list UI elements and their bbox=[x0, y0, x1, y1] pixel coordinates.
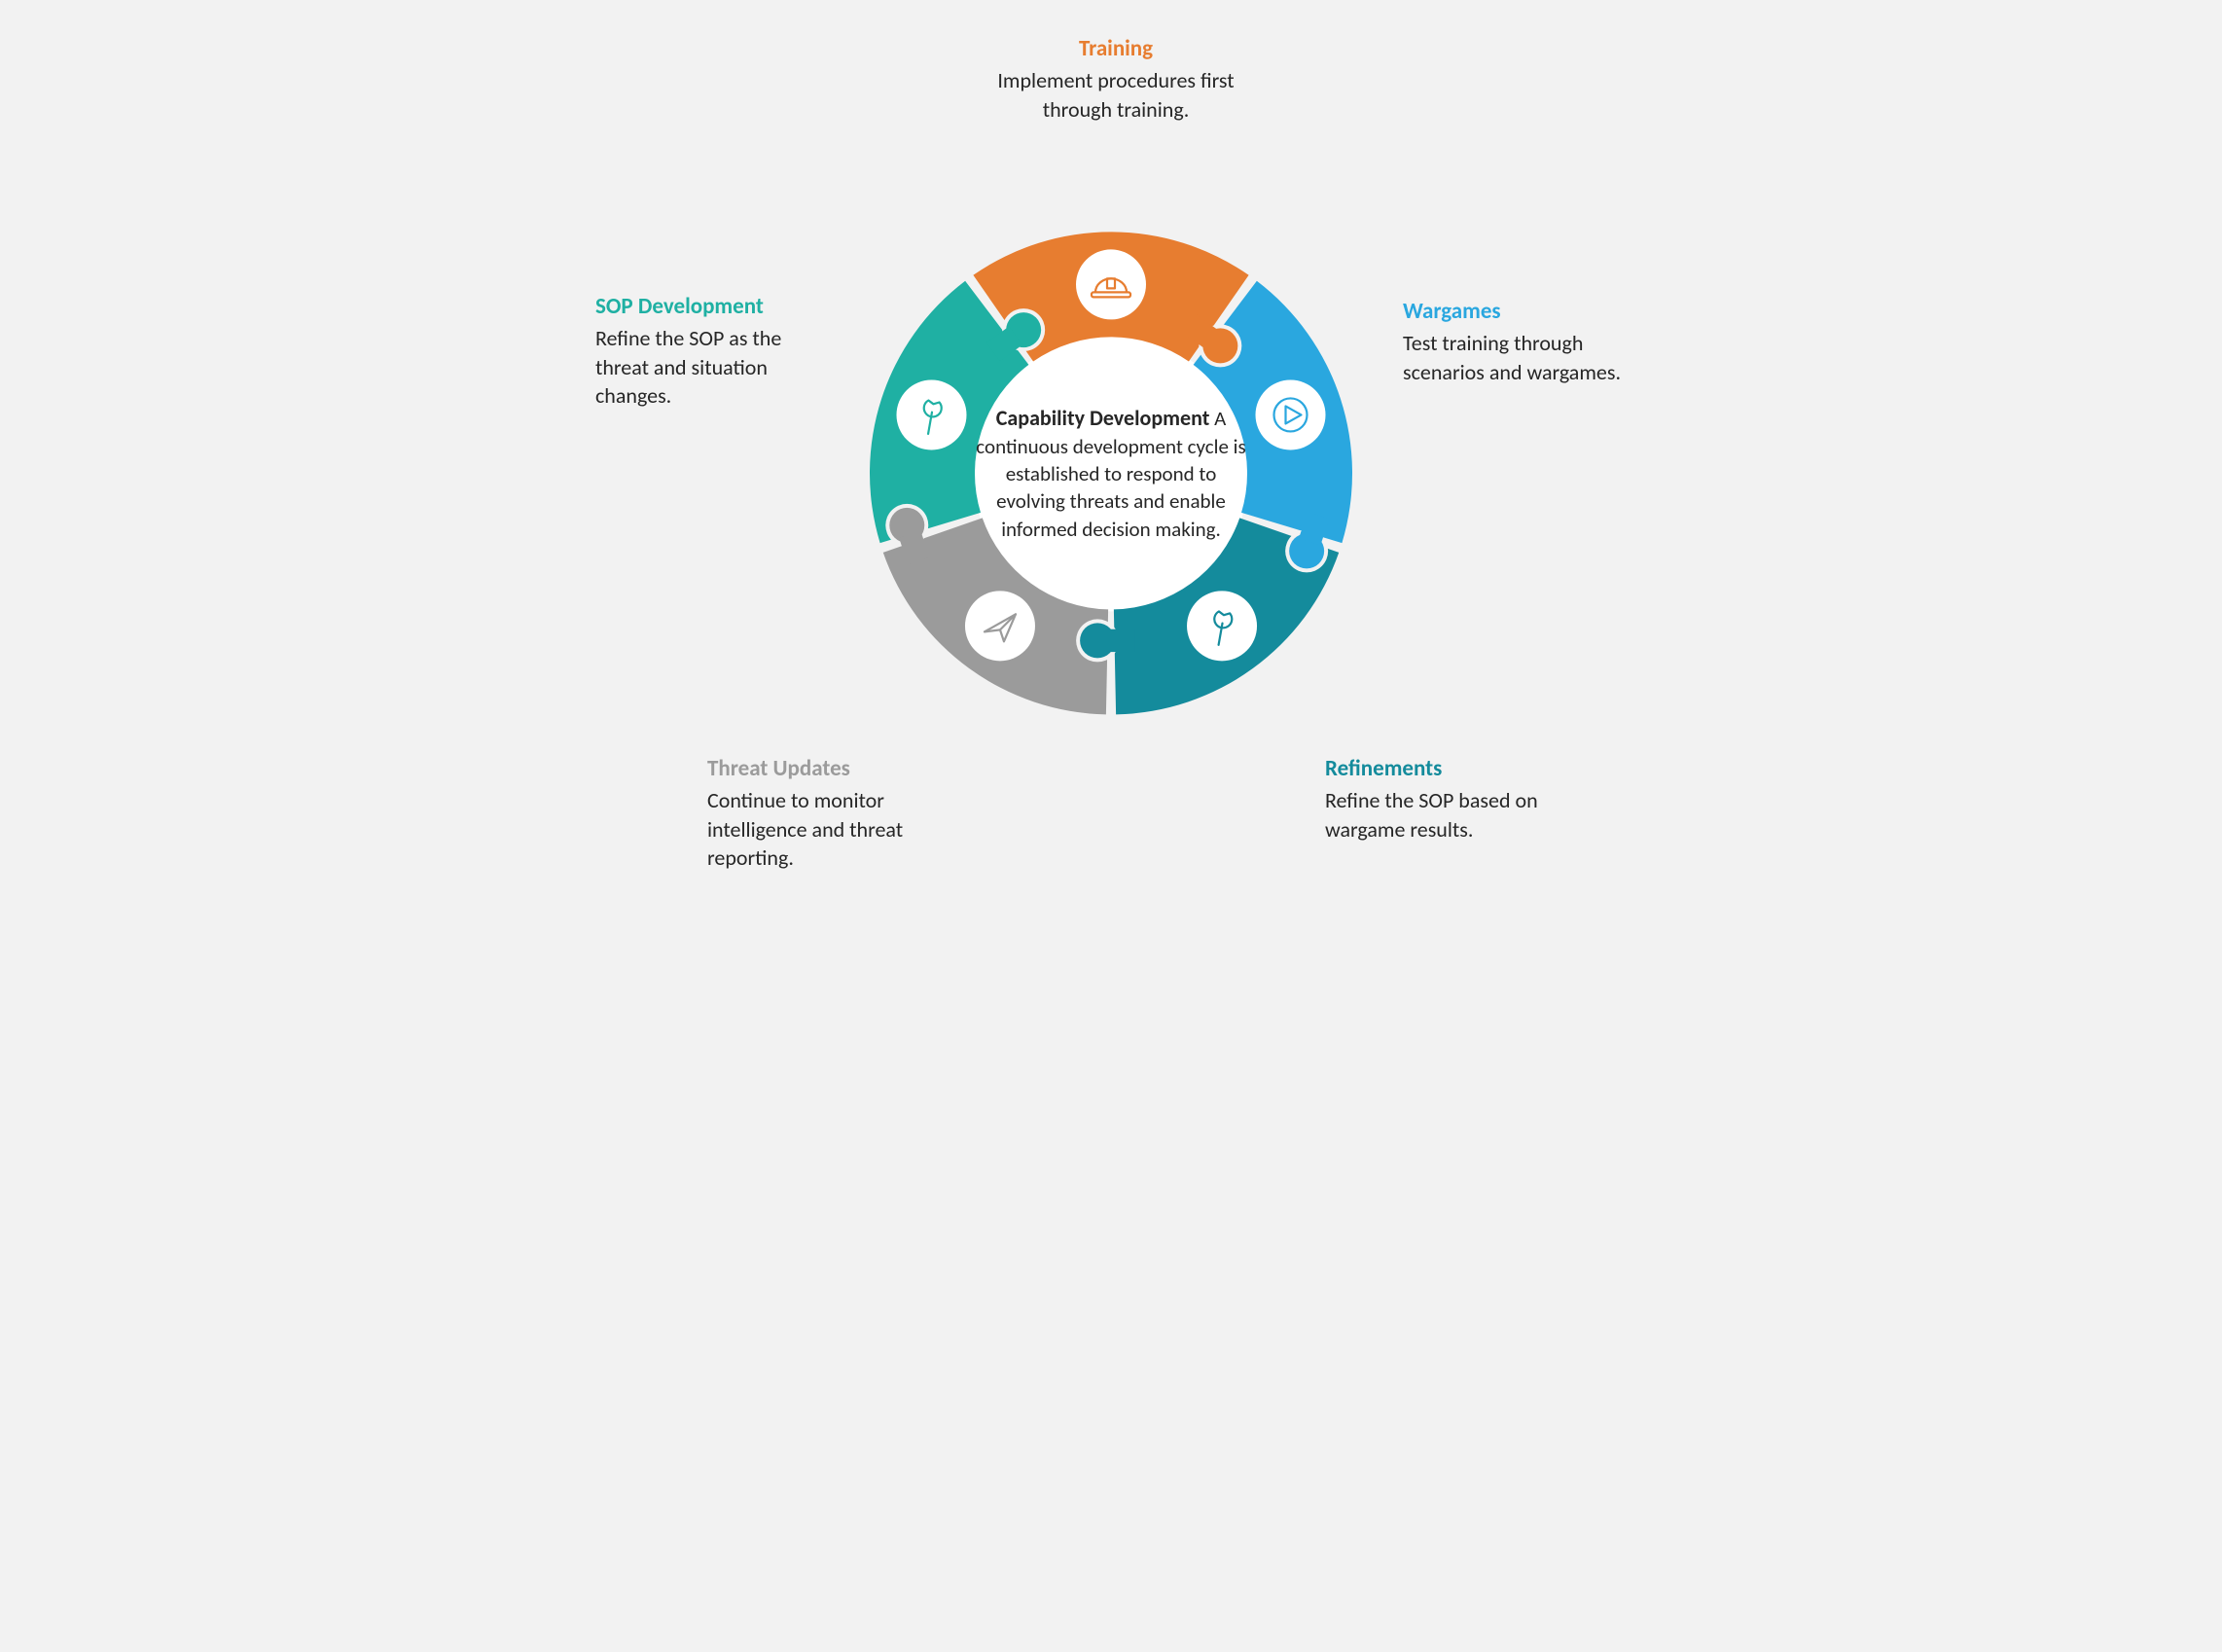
icon-circle-wargames bbox=[1256, 379, 1326, 449]
label-title-training: Training bbox=[965, 34, 1267, 64]
label-body-sop: Refine the SOP as the threat and situati… bbox=[595, 325, 781, 409]
label-body-wargames: Test training through scenarios and warg… bbox=[1403, 330, 1621, 385]
center-title: Capability Development bbox=[996, 405, 1210, 431]
label-title-wargames: Wargames bbox=[1403, 297, 1627, 327]
label-title-threat: Threat Updates bbox=[707, 754, 950, 784]
label-body-training: Implement procedures first through train… bbox=[997, 67, 1234, 123]
cycle-ring: Capability Development A continuous deve… bbox=[858, 220, 1364, 726]
label-training: TrainingImplement procedures first throu… bbox=[965, 34, 1267, 124]
label-wargames: WargamesTest training through scenarios … bbox=[1403, 297, 1627, 386]
label-threat: Threat UpdatesContinue to monitor intell… bbox=[707, 754, 950, 873]
diagram-stage: Capability Development A continuous deve… bbox=[488, 0, 1734, 926]
label-body-refinements: Refine the SOP based on wargame results. bbox=[1325, 787, 1538, 843]
label-body-threat: Continue to monitor intelligence and thr… bbox=[707, 787, 903, 871]
center-text: Capability Development A continuous deve… bbox=[975, 404, 1247, 543]
label-refinements: RefinementsRefine the SOP based on warga… bbox=[1325, 754, 1539, 844]
label-title-refinements: Refinements bbox=[1325, 754, 1539, 784]
icon-circle-training bbox=[1076, 249, 1146, 319]
puzzle-neck bbox=[1107, 629, 1135, 652]
label-sop: SOP DevelopmentRefine the SOP as the thr… bbox=[595, 292, 809, 411]
label-title-sop: SOP Development bbox=[595, 292, 809, 322]
icon-circle-threat bbox=[965, 591, 1035, 661]
